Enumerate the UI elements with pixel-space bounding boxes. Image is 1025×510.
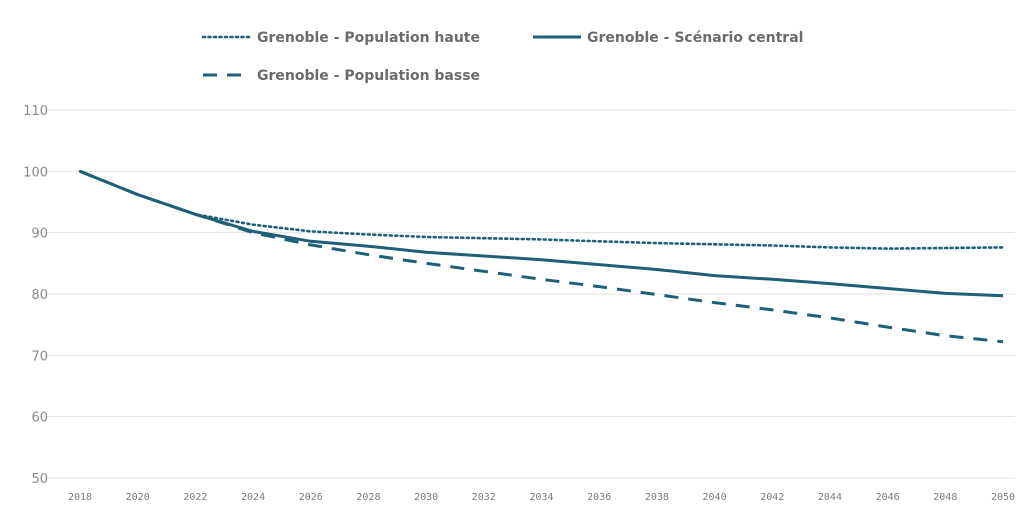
series-lines <box>78 169 1005 344</box>
y-tick-label: 80 <box>31 288 48 303</box>
x-axis-ticks: 2018 2020 2022 2024 2026 2028 2030 2032 2034 2036… <box>68 492 1015 503</box>
legend-label: Grenoble - Population haute <box>257 30 480 46</box>
x-tick-label: 2042 <box>760 492 784 503</box>
x-tick-label: 2048 <box>933 492 957 503</box>
y-tick-label: 70 <box>31 349 48 364</box>
x-tick-label: 2036 <box>587 492 611 503</box>
legend-label: Grenoble - Scénario central <box>587 30 803 46</box>
x-tick-label: 2046 <box>876 492 900 503</box>
x-tick-label: 2020 <box>126 492 150 503</box>
x-tick-label: 2034 <box>529 492 553 503</box>
legend-label: Grenoble - Population basse <box>257 68 480 84</box>
x-tick-label: 2028 <box>356 492 380 503</box>
legend: Grenoble - Population haute Grenoble - Sc… <box>201 30 803 84</box>
y-tick-label: 60 <box>31 411 48 426</box>
gridlines <box>44 109 1015 479</box>
y-axis-ticks: 50 60 70 80 90 100 110 <box>23 104 48 487</box>
x-tick-label: 2024 <box>241 492 265 503</box>
x-tick-label: 2040 <box>703 492 727 503</box>
x-tick-label: 2022 <box>183 492 207 503</box>
x-tick-label: 2044 <box>818 492 842 503</box>
y-tick-label: 110 <box>23 104 48 119</box>
y-tick-label: 100 <box>23 165 48 180</box>
x-tick-label: 2026 <box>299 492 323 503</box>
x-tick-label: 2032 <box>472 492 496 503</box>
series-line-dotted <box>78 170 1005 250</box>
y-tick-label: 50 <box>31 472 48 487</box>
x-tick-label: 2050 <box>991 492 1015 503</box>
x-tick-label: 2030 <box>414 492 438 503</box>
x-tick-label: 2018 <box>68 492 92 503</box>
series-line-solid <box>79 169 1004 298</box>
y-tick-label: 90 <box>31 227 48 242</box>
series-line-dashed <box>79 169 1004 344</box>
x-tick-label: 2038 <box>645 492 669 503</box>
